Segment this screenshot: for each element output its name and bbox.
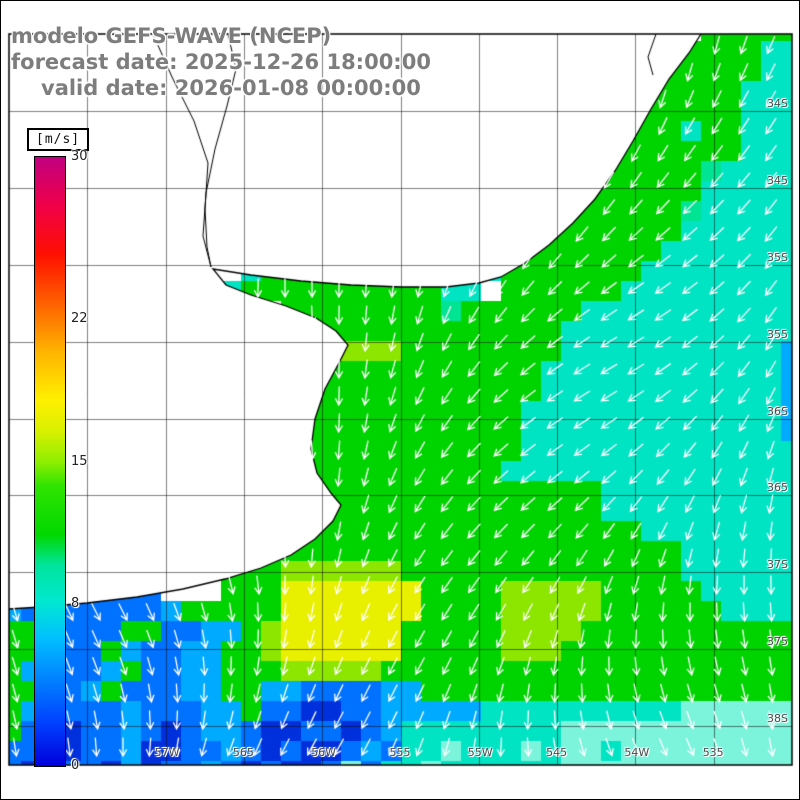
title-block: modelo GEFS-WAVE (NCEP) forecast date: 2… — [11, 23, 431, 101]
longitude-label: 57W — [154, 746, 180, 759]
colorbar-tick: 30 — [71, 149, 88, 164]
valid-date-line: valid date: 2026-01-08 00:00:00 — [41, 76, 421, 100]
colorbar-unit-label: [m/s] — [27, 128, 90, 151]
latitude-label: 34S — [767, 96, 788, 110]
longitude-label: 535 — [702, 746, 724, 759]
colorbar-tick: 22 — [71, 311, 88, 327]
longitude-label: 56W — [311, 746, 337, 759]
latitude-label: 36S — [767, 404, 788, 418]
latitude-label: 37S — [767, 558, 788, 572]
longitude-label: 565 — [232, 746, 254, 759]
model-title: modelo GEFS-WAVE (NCEP) — [11, 24, 332, 48]
latitude-label: 35S — [767, 250, 788, 264]
longitude-label: 555 — [389, 746, 411, 759]
longitude-label: 54W — [624, 746, 650, 759]
latitude-label: 365 — [767, 481, 788, 495]
longitude-label: 545 — [546, 746, 568, 759]
latitude-label: 375 — [767, 635, 788, 649]
colorbar-tick: 15 — [71, 453, 88, 469]
latitude-label: 355 — [767, 327, 788, 341]
colorbar-tick: 0 — [71, 758, 80, 773]
latitude-label: 38S — [767, 712, 788, 726]
forecast-date-line: forecast date: 2025-12-26 18:00:00 — [11, 50, 431, 74]
longitude-label: 55W — [467, 746, 493, 759]
latitude-label: 345 — [767, 173, 788, 187]
colorbar-gradient — [34, 156, 66, 767]
colorbar-tick: 8 — [71, 595, 80, 611]
